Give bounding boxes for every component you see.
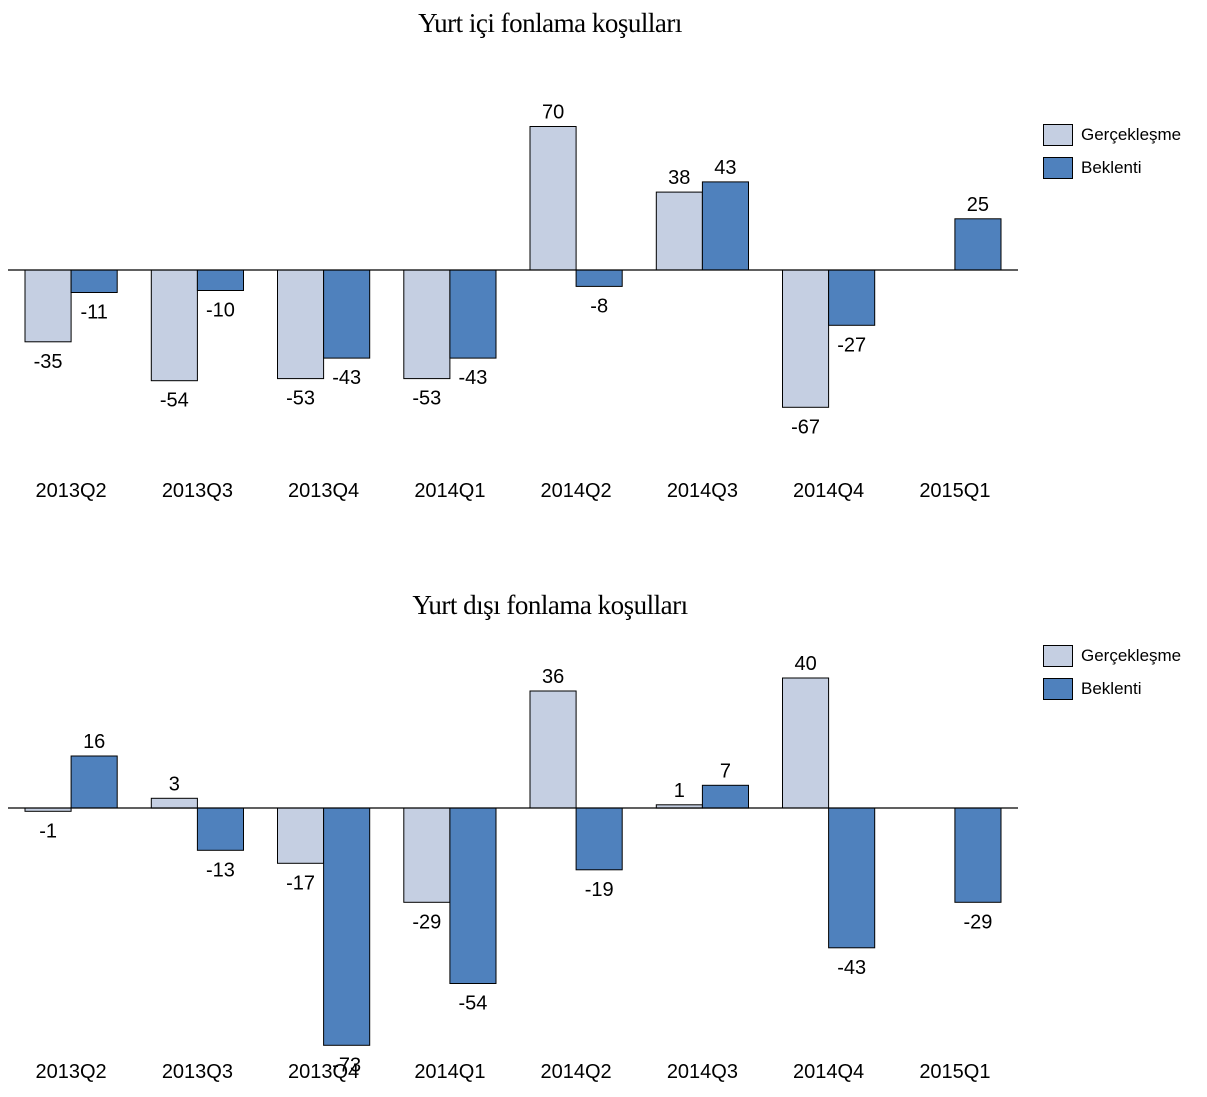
bar-expected-2013Q4: [323, 269, 371, 359]
category-label-2014Q1: 2014Q1: [414, 480, 485, 502]
legend-item-expected: Beklenti: [1043, 672, 1181, 705]
chart-title: Yurt içi fonlama koşulları: [418, 8, 682, 38]
bars-group: [24, 677, 1002, 1046]
data-label-realized-2014Q4: 40: [794, 653, 816, 675]
bar-realized-2014Q3: [655, 191, 703, 271]
legend-item-expected: Beklenti: [1043, 151, 1181, 184]
legend-swatch-realized: [1043, 123, 1073, 146]
data-label-realized-2013Q2: -35: [34, 351, 63, 373]
data-label-expected-2014Q3: 43: [714, 157, 736, 179]
data-label-expected-2013Q3: -13: [206, 859, 235, 881]
bar-realized-2014Q1: [403, 269, 451, 380]
data-label-realized-2014Q2: 36: [542, 666, 564, 688]
data-label-expected-2014Q4: -27: [837, 334, 866, 356]
data-label-expected-2014Q1: -54: [458, 993, 487, 1015]
bar-realized-2013Q4: [277, 269, 325, 380]
data-label-realized-2013Q4: -17: [286, 872, 315, 894]
data-label-realized-2014Q3: 38: [668, 167, 690, 189]
bar-realized-2014Q1: [403, 807, 451, 903]
legend-label: Beklenti: [1081, 678, 1142, 698]
legend-label: Gerçekleşme: [1081, 645, 1182, 665]
category-label-2013Q3: 2013Q3: [162, 480, 233, 502]
bar-expected-2013Q3: [196, 269, 244, 291]
data-label-realized-2014Q1: -29: [412, 911, 441, 933]
data-label-expected-2014Q2: -19: [585, 879, 614, 901]
data-label-realized-2014Q2: 70: [542, 102, 564, 124]
bar-expected-2013Q4: [323, 807, 371, 1046]
data-label-expected-2014Q1: -43: [458, 367, 487, 389]
bar-realized-2014Q4: [782, 269, 830, 408]
chart-domestic-funding: Yurt içi fonlama koşulları -35 -11 -54 -10-…: [0, 0, 1207, 540]
bar-expected-2014Q4: [828, 269, 876, 326]
chart-foreign-funding: Yurt dışı fonlama koşulları -1 16 3 -13 -17-…: [0, 560, 1207, 1097]
data-label-expected-2014Q2: -8: [590, 295, 608, 317]
bar-chart-svg: -35 -11 -54 -10 -53 -43 -53 -43 70 -8 38 43 -67 -27 25…: [8, 102, 1018, 502]
legend-swatch-expected: [1043, 156, 1073, 179]
bar-expected-2014Q3: [701, 784, 750, 809]
category-label-2014Q3: 2014Q3: [667, 1061, 738, 1083]
bar-expected-2013Q3: [196, 807, 244, 851]
legend-item-realized: Gerçekleşme: [1043, 639, 1181, 672]
data-label-realized-2014Q3: 1: [674, 780, 685, 802]
bar-expected-2014Q2: [575, 269, 623, 287]
bar-expected-2014Q1: [449, 269, 497, 359]
data-label-realized-2013Q3: 3: [169, 773, 180, 795]
legend-item-realized: Gerçekleşme: [1043, 118, 1181, 151]
bar-realized-2014Q2: [529, 690, 577, 809]
data-label-realized-2014Q1: -53: [412, 388, 441, 410]
data-label-expected-2013Q2: 16: [83, 731, 105, 753]
legend-label: Gerçekleşme: [1081, 124, 1182, 144]
data-labels-group: -1 16 3 -13 -17 -73 -29 -54 36 -19 1 7 40 -43 -29: [39, 653, 992, 1076]
bar-realized-2013Q3: [150, 797, 198, 809]
category-label-2014Q4: 2014Q4: [793, 1061, 864, 1083]
category-label-2013Q3: 2013Q3: [162, 1061, 233, 1083]
bar-expected-2015Q1: [954, 807, 1002, 903]
data-label-realized-2013Q4: -53: [286, 388, 315, 410]
legend-label: Beklenti: [1081, 157, 1142, 177]
data-labels-group: -35 -11 -54 -10 -53 -43 -53 -43 70 -8 38 43 -67 -27 25: [34, 102, 989, 439]
category-label-2015Q1: 2015Q1: [919, 1061, 990, 1083]
data-label-expected-2013Q3: -10: [206, 300, 235, 322]
legend-swatch-realized: [1043, 644, 1073, 667]
data-label-realized-2013Q3: -54: [160, 390, 189, 412]
category-label-2014Q4: 2014Q4: [793, 480, 864, 502]
category-label-2014Q2: 2014Q2: [541, 480, 612, 502]
data-label-realized-2014Q4: -67: [791, 416, 820, 438]
bar-expected-2013Q2: [70, 755, 118, 809]
category-label-2013Q2: 2013Q2: [36, 1061, 107, 1083]
bar-chart-svg: -1 16 3 -13 -17 -73 -29 -54 36 -19 1 7 40 -43 -29 2013Q…: [8, 653, 1018, 1083]
category-label-2014Q3: 2014Q3: [667, 480, 738, 502]
category-label-2014Q2: 2014Q2: [541, 1061, 612, 1083]
data-label-expected-2013Q4: -43: [332, 367, 361, 389]
data-label-expected-2013Q4: -73: [332, 1054, 361, 1076]
data-label-realized-2013Q2: -1: [39, 820, 57, 842]
category-label-2013Q4: 2013Q4: [288, 480, 359, 502]
data-label-expected-2013Q2: -11: [80, 302, 107, 324]
bars-group: [24, 126, 1002, 408]
bar-realized-2013Q3: [150, 269, 198, 382]
data-label-expected-2015Q1: 25: [967, 194, 989, 216]
bar-realized-2013Q2: [24, 269, 72, 343]
data-label-expected-2014Q4: -43: [837, 957, 866, 979]
legend-swatch-expected: [1043, 677, 1073, 700]
bar-realized-2013Q4: [277, 807, 325, 864]
bar-expected-2014Q4: [828, 807, 876, 949]
category-label-2014Q1: 2014Q1: [414, 1061, 485, 1083]
bar-realized-2014Q4: [782, 677, 830, 809]
bar-realized-2014Q2: [529, 126, 577, 271]
chart-legend: Gerçekleşme Beklenti: [1043, 118, 1181, 184]
category-label-2013Q2: 2013Q2: [36, 480, 107, 502]
chart-title: Yurt dışı fonlama koşulları: [412, 590, 688, 620]
bar-expected-2013Q2: [70, 269, 118, 293]
chart-legend: Gerçekleşme Beklenti: [1043, 639, 1181, 705]
category-label-2015Q1: 2015Q1: [919, 480, 990, 502]
bar-expected-2014Q2: [575, 807, 623, 871]
data-label-expected-2015Q1: -29: [963, 911, 992, 933]
bar-expected-2014Q1: [449, 807, 497, 984]
data-label-expected-2014Q3: 7: [720, 760, 731, 782]
category-label-2013Q4: 2013Q4: [288, 1061, 359, 1083]
bar-expected-2014Q3: [701, 181, 750, 271]
bar-expected-2015Q1: [954, 218, 1002, 271]
